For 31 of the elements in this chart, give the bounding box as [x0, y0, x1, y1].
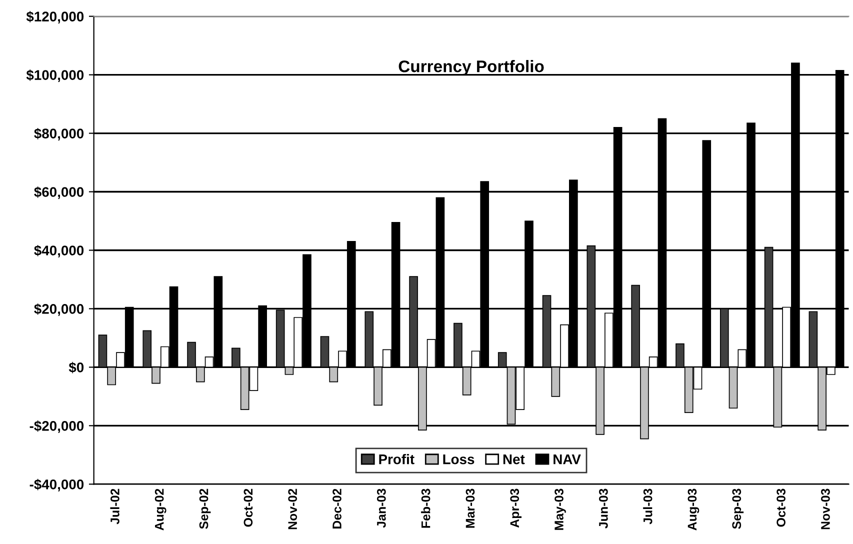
x-tick-label: Oct-02	[244, 488, 253, 527]
x-tick-label: Aug-03	[688, 488, 700, 530]
x-tick-label: Jan-03	[376, 488, 386, 528]
y-tick-label: $20,000	[34, 303, 84, 316]
x-tick-label: Apr-03	[510, 488, 522, 528]
x-tick-label: Aug-02	[154, 488, 166, 530]
x-tick-label: Sep-03	[732, 488, 744, 529]
x-tick-label: May-03	[554, 488, 566, 530]
legend-label: Net	[503, 454, 525, 464]
y-tick-label: -$40,000	[30, 478, 84, 492]
y-tick-label: -$20,000	[30, 420, 84, 433]
x-tick-label: Oct-03	[776, 488, 786, 527]
x-tick-label: Nov-03	[821, 488, 830, 530]
legend-label: NAV	[554, 454, 581, 464]
x-tick-label: Feb-03	[421, 488, 430, 528]
text: Currency Portfolio	[398, 60, 544, 76]
x-tick-label: Nov-02	[288, 488, 298, 530]
y-tick-label: $40,000	[34, 244, 84, 258]
y-tick-label: $120,000	[26, 11, 84, 24]
y-tick-label: $0	[68, 362, 84, 374]
x-tick-label: Dec-02	[332, 488, 342, 528]
x-tick-label: Sep-02	[199, 488, 211, 529]
x-tick-label: Mar-03	[466, 488, 475, 528]
x-tick-label: Jul-02	[110, 488, 120, 524]
x-tick-label: Jun-03	[599, 488, 608, 528]
legend-label: Loss	[443, 454, 474, 464]
y-tick-label: $60,000	[34, 186, 84, 199]
x-tick-label: Jul-03	[643, 488, 652, 524]
y-tick-label: $100,000	[26, 70, 84, 82]
y-tick-label: $80,000	[34, 128, 84, 140]
legend-label: Profit	[379, 454, 414, 464]
